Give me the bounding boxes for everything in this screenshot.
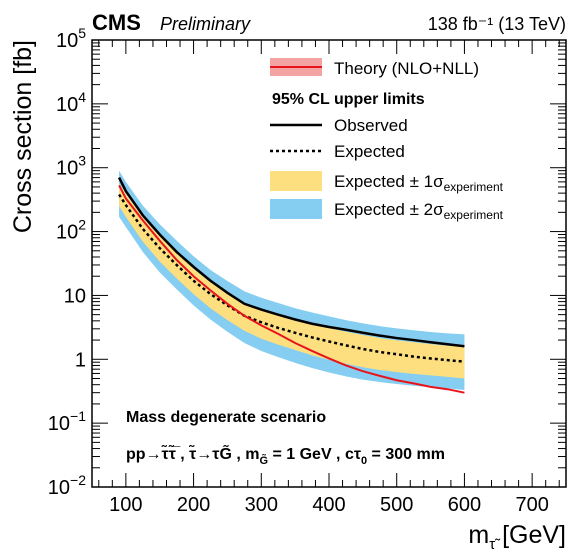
legend-band2-label: Expected ± 2σexperiment xyxy=(334,200,504,222)
legend-band1-swatch xyxy=(270,171,322,191)
x-tick-label: 600 xyxy=(448,494,481,516)
y-tick-label: 102 xyxy=(56,217,86,244)
series-expected-line xyxy=(118,193,465,363)
legend-band2-swatch xyxy=(270,199,322,219)
y-tick-label: 10 xyxy=(64,285,86,307)
scenario-annotation: Mass degenerate scenario xyxy=(126,409,326,426)
y-tick-label: 104 xyxy=(56,89,86,116)
process-annotation: pp→τ̃τ̃̅ , τ̃→τG̃ , mG̃ = 1 GeV , cτ0 = … xyxy=(126,443,445,467)
y-tick-label: 1 xyxy=(75,349,86,371)
legend-header: 95% CL upper limits xyxy=(272,91,425,108)
y-tick-label: 10−1 xyxy=(48,408,86,435)
y-tick-label: 105 xyxy=(56,25,86,52)
x-tick-label: 300 xyxy=(245,494,278,516)
legend-theory-label: Theory (NLO+NLL) xyxy=(334,59,479,78)
cms-label: CMS xyxy=(92,10,141,35)
axes: 100 200 300 400 500 600 700 10−2 10−1 1 10 102 103 10… xyxy=(9,25,567,553)
x-tick-label: 500 xyxy=(380,494,413,516)
x-tick-label: 100 xyxy=(109,494,142,516)
legend-expected-label: Expected xyxy=(334,142,405,161)
series-theory-line xyxy=(118,184,465,394)
series-observed-line xyxy=(117,177,465,348)
y-axis-title: Cross section [fb] xyxy=(9,40,37,233)
preliminary-label: Preliminary xyxy=(160,14,251,34)
x-tick-label: 400 xyxy=(312,494,345,516)
x-tick-label: 700 xyxy=(515,494,548,516)
y-tick-label: 103 xyxy=(56,153,86,180)
lumi-label: 138 fb⁻¹ (13 TeV) xyxy=(428,14,566,34)
limit-lines xyxy=(117,177,465,394)
x-axis-title: mτ̃ [GeV] xyxy=(468,521,566,553)
legend-band1-label: Expected ± 1σexperiment xyxy=(334,172,504,194)
y-tick-label: 10−2 xyxy=(48,472,86,499)
legend-observed-label: Observed xyxy=(334,116,408,135)
legend: Theory (NLO+NLL) 95% CL upper limits Obs… xyxy=(270,58,504,222)
x-tick-label: 200 xyxy=(177,494,210,516)
